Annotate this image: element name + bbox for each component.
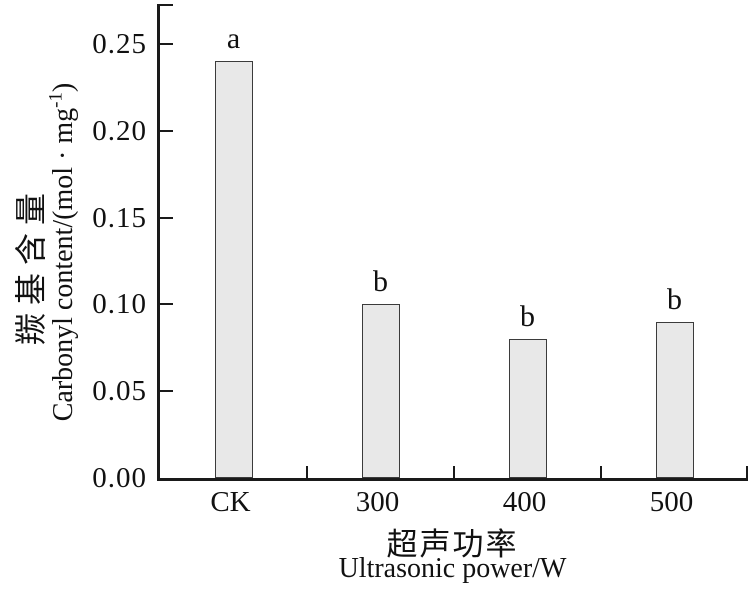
bar-CK (214, 61, 253, 478)
y-axis-label-en-text: Carbonyl content/(mol · mg (48, 107, 79, 422)
x-tick-mark (306, 466, 308, 478)
x-axis-label-en: Ultrasonic power/W (338, 553, 567, 584)
x-tick-label-500: 500 (649, 486, 694, 518)
y-tick-label: 0.10 (92, 288, 147, 321)
x-axis-label-zh: 超声功率 (386, 527, 519, 562)
plot-area: a b b b (157, 4, 748, 481)
bar-300 (361, 304, 400, 478)
significance-label-CK: a (226, 22, 241, 56)
x-tick-label-400: 400 (502, 486, 547, 518)
y-tick-mark (160, 303, 173, 306)
y-tick-mark (160, 216, 173, 219)
y-axis-label-en-close: ) (48, 82, 79, 93)
x-tick-mark (600, 466, 602, 478)
y-axis-label-en-superscript: -1 (45, 92, 67, 108)
x-tick-mark (453, 466, 455, 478)
bar-500 (655, 321, 694, 478)
y-tick-mark (160, 390, 173, 393)
x-tick-label-CK: CK (210, 486, 251, 518)
significance-label-400: b (520, 300, 535, 334)
y-tick-label: 0.00 (92, 462, 147, 494)
y-tick-label: 0.20 (92, 114, 147, 147)
y-axis-end-tick (160, 4, 173, 6)
significance-label-500: b (667, 282, 682, 316)
significance-label-300: b (373, 265, 388, 299)
y-axis-label-zh: 羰基含量 (13, 185, 49, 346)
x-axis-end-tick (746, 466, 748, 478)
x-tick-label-300: 300 (355, 486, 400, 518)
y-tick-mark (160, 42, 173, 45)
y-tick-label: 0.25 (92, 27, 147, 60)
bar-400 (508, 339, 547, 478)
y-axis-label-en: Carbonyl content/(mol · mg-1) (45, 12, 81, 492)
y-tick-label: 0.15 (92, 201, 147, 234)
y-tick-mark (160, 129, 173, 132)
y-tick-label: 0.05 (92, 375, 147, 408)
